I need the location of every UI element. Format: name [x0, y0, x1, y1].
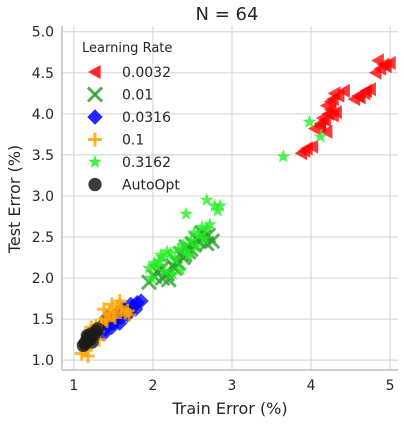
- data-point: [179, 206, 194, 220]
- series-0-0032: [294, 53, 396, 161]
- data-point: [297, 143, 311, 158]
- data-point: [313, 129, 328, 143]
- data-point: [368, 65, 382, 80]
- data-point: [305, 139, 319, 154]
- data-point: [120, 303, 135, 318]
- y-tick-label: 3.0: [32, 189, 54, 205]
- legend-marker: [88, 177, 102, 192]
- y-tick-label: 4.5: [32, 66, 54, 82]
- data-point: [85, 335, 99, 349]
- data-point: [276, 149, 291, 163]
- series-AutoOpt: [76, 322, 105, 353]
- data-point: [379, 59, 392, 74]
- data-point: [199, 192, 214, 206]
- legend-label: AutoOpt: [122, 178, 180, 194]
- data-point: [359, 83, 372, 98]
- series-0-3162: [142, 114, 328, 284]
- data-point: [194, 219, 209, 234]
- data-point: [104, 297, 119, 312]
- legend-marker: [88, 65, 101, 79]
- data-point: [96, 302, 111, 317]
- data-point: [81, 349, 96, 364]
- x-tick-labels: 1 2 3 4 5: [69, 378, 394, 394]
- y-tick-label: 3.5: [32, 148, 54, 164]
- y-tick-label: 5.0: [32, 25, 54, 41]
- y-tick-labels: 1.0 1.5 2.0 2.5 3.0 3.5 4.0 4.5 5.0: [32, 25, 54, 369]
- chart-title: N = 64: [196, 4, 259, 25]
- data-point: [353, 90, 366, 105]
- data-point: [163, 246, 178, 260]
- y-tick-label: 2.0: [32, 271, 54, 287]
- data-point: [197, 231, 212, 245]
- data-point: [329, 105, 342, 120]
- data-point: [207, 198, 222, 212]
- y-axis-label: Test Error (%): [5, 145, 24, 254]
- data-point: [183, 233, 198, 247]
- data-point: [371, 53, 384, 68]
- legend-label: 0.1: [122, 133, 144, 149]
- y-tick-label: 1.5: [32, 312, 54, 328]
- data-point: [107, 310, 122, 325]
- data-point: [165, 266, 180, 280]
- data-point: [179, 244, 194, 258]
- data-point: [112, 294, 127, 309]
- x-tick-label: 1: [69, 378, 78, 394]
- x-tick-label: 4: [307, 378, 316, 394]
- legend-marker: [86, 86, 104, 103]
- x-axis-label: Train Error (%): [171, 399, 287, 418]
- data-point: [90, 322, 105, 336]
- data-point: [202, 217, 217, 231]
- legend-marker: [88, 132, 102, 147]
- data-point: [181, 247, 196, 261]
- data-point: [176, 237, 190, 252]
- legend-title: Learning Rate: [82, 41, 172, 56]
- data-point: [153, 247, 168, 261]
- legend-label: 0.0316: [122, 110, 171, 126]
- data-point: [337, 83, 350, 98]
- x-tick-label: 5: [386, 378, 395, 394]
- data-point: [142, 260, 156, 275]
- data-point: [144, 270, 159, 284]
- legend: Learning Rate 0.0032 0.01 0.0316 0.1 0.3162 A…: [82, 41, 180, 194]
- data-point: [100, 313, 115, 328]
- data-point: [213, 198, 228, 212]
- data-point: [147, 255, 162, 270]
- legend-marker: [88, 154, 102, 168]
- data-point: [149, 258, 164, 272]
- y-tick-label: 2.5: [32, 230, 54, 246]
- data-point: [187, 225, 201, 239]
- data-point: [191, 228, 206, 242]
- data-point: [323, 94, 337, 109]
- legend-label: 0.0032: [122, 65, 171, 81]
- data-point: [313, 119, 327, 134]
- data-point: [327, 86, 341, 101]
- plot-marks: [74, 53, 396, 364]
- data-point: [168, 252, 182, 266]
- x-tick-label: 3: [228, 378, 237, 394]
- data-point: [319, 124, 333, 139]
- axes-frame: [61, 26, 398, 371]
- data-point: [171, 242, 186, 256]
- y-tick-label: 4.0: [32, 107, 54, 123]
- data-point: [302, 114, 317, 128]
- data-point: [157, 264, 172, 278]
- legend-label: 0.01: [122, 88, 153, 104]
- data-point: [173, 262, 188, 276]
- x-tick-label: 2: [148, 378, 157, 394]
- legend-label: 0.3162: [122, 155, 171, 171]
- legend-marker: [87, 109, 103, 125]
- data-point: [189, 239, 204, 253]
- y-tick-label: 1.0: [32, 353, 54, 369]
